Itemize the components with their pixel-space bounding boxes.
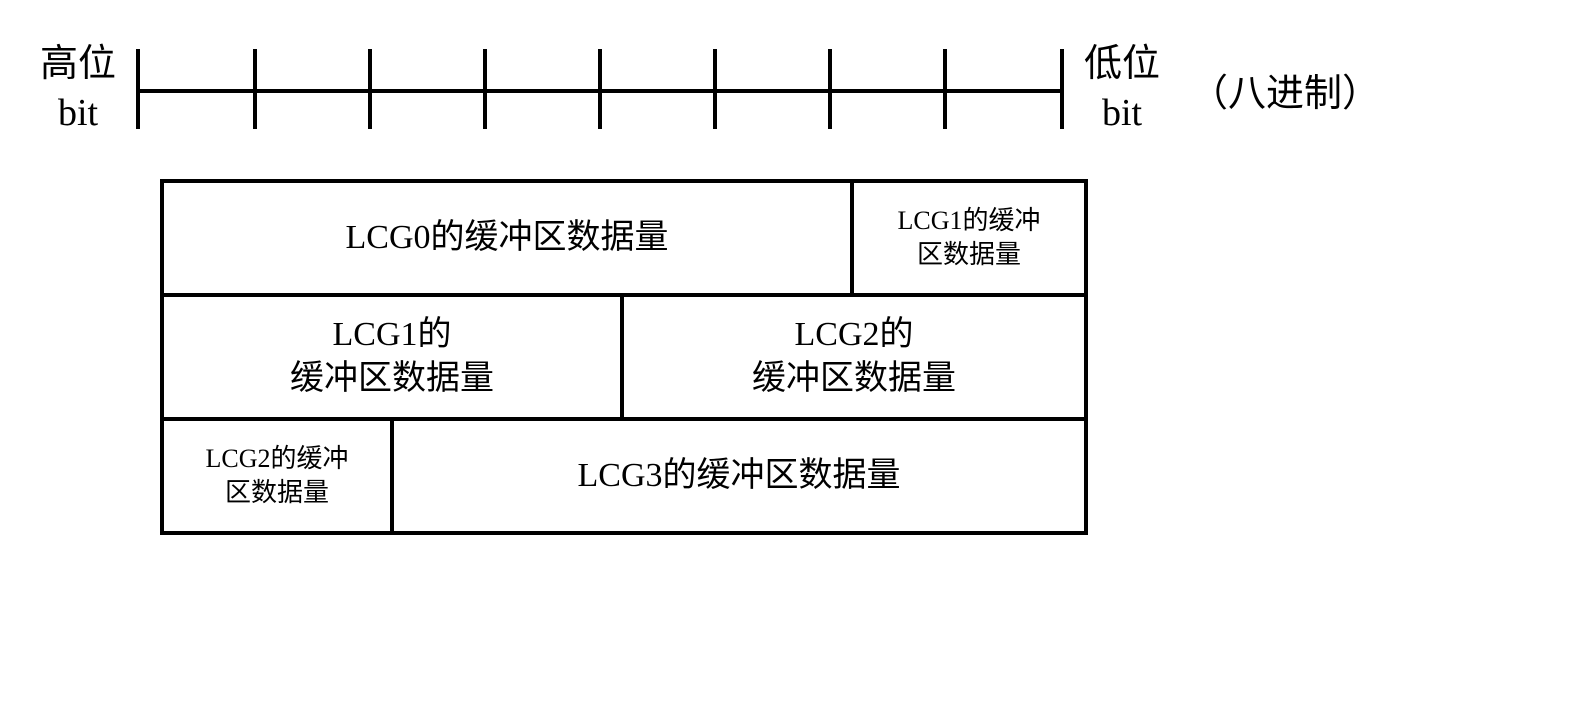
right-label-top: 低位 — [1084, 40, 1160, 89]
ruler-tick — [253, 49, 257, 129]
table-cell: LCG2的 缓冲区数据量 — [624, 297, 1084, 417]
ruler-tick — [943, 49, 947, 129]
left-label: 高位 bit — [40, 40, 116, 139]
ruler-tick — [713, 49, 717, 129]
right-label: 低位 bit — [1084, 40, 1160, 139]
ruler-tick — [483, 49, 487, 129]
top-row: 高位 bit 低位 bit （八进制） — [40, 40, 1440, 139]
table-cell: LCG2的缓冲 区数据量 — [164, 421, 394, 531]
bit-ruler — [136, 49, 1064, 129]
table-cell: LCG1的缓冲 区数据量 — [854, 183, 1084, 293]
octal-note: （八进制） — [1190, 62, 1380, 117]
table-cell: LCG1的 缓冲区数据量 — [164, 297, 624, 417]
lcg-table: LCG0的缓冲区数据量LCG1的缓冲 区数据量LCG1的 缓冲区数据量LCG2的… — [160, 179, 1088, 535]
left-label-top: 高位 — [40, 40, 116, 89]
table-cell: LCG3的缓冲区数据量 — [394, 421, 1084, 531]
bsr-diagram: 高位 bit 低位 bit （八进制） LCG0的缓冲区数据量LCG1的缓冲 区… — [40, 40, 1440, 535]
table-row: LCG1的 缓冲区数据量LCG2的 缓冲区数据量 — [164, 297, 1084, 421]
ruler-tick — [598, 49, 602, 129]
table-row: LCG2的缓冲 区数据量LCG3的缓冲区数据量 — [164, 421, 1084, 531]
right-label-bottom: bit — [1084, 89, 1160, 138]
ruler-tick — [368, 49, 372, 129]
left-label-bottom: bit — [40, 89, 116, 138]
ruler-wrap — [136, 49, 1064, 129]
ruler-tick — [828, 49, 832, 129]
table-row: LCG0的缓冲区数据量LCG1的缓冲 区数据量 — [164, 183, 1084, 297]
table-cell: LCG0的缓冲区数据量 — [164, 183, 854, 293]
